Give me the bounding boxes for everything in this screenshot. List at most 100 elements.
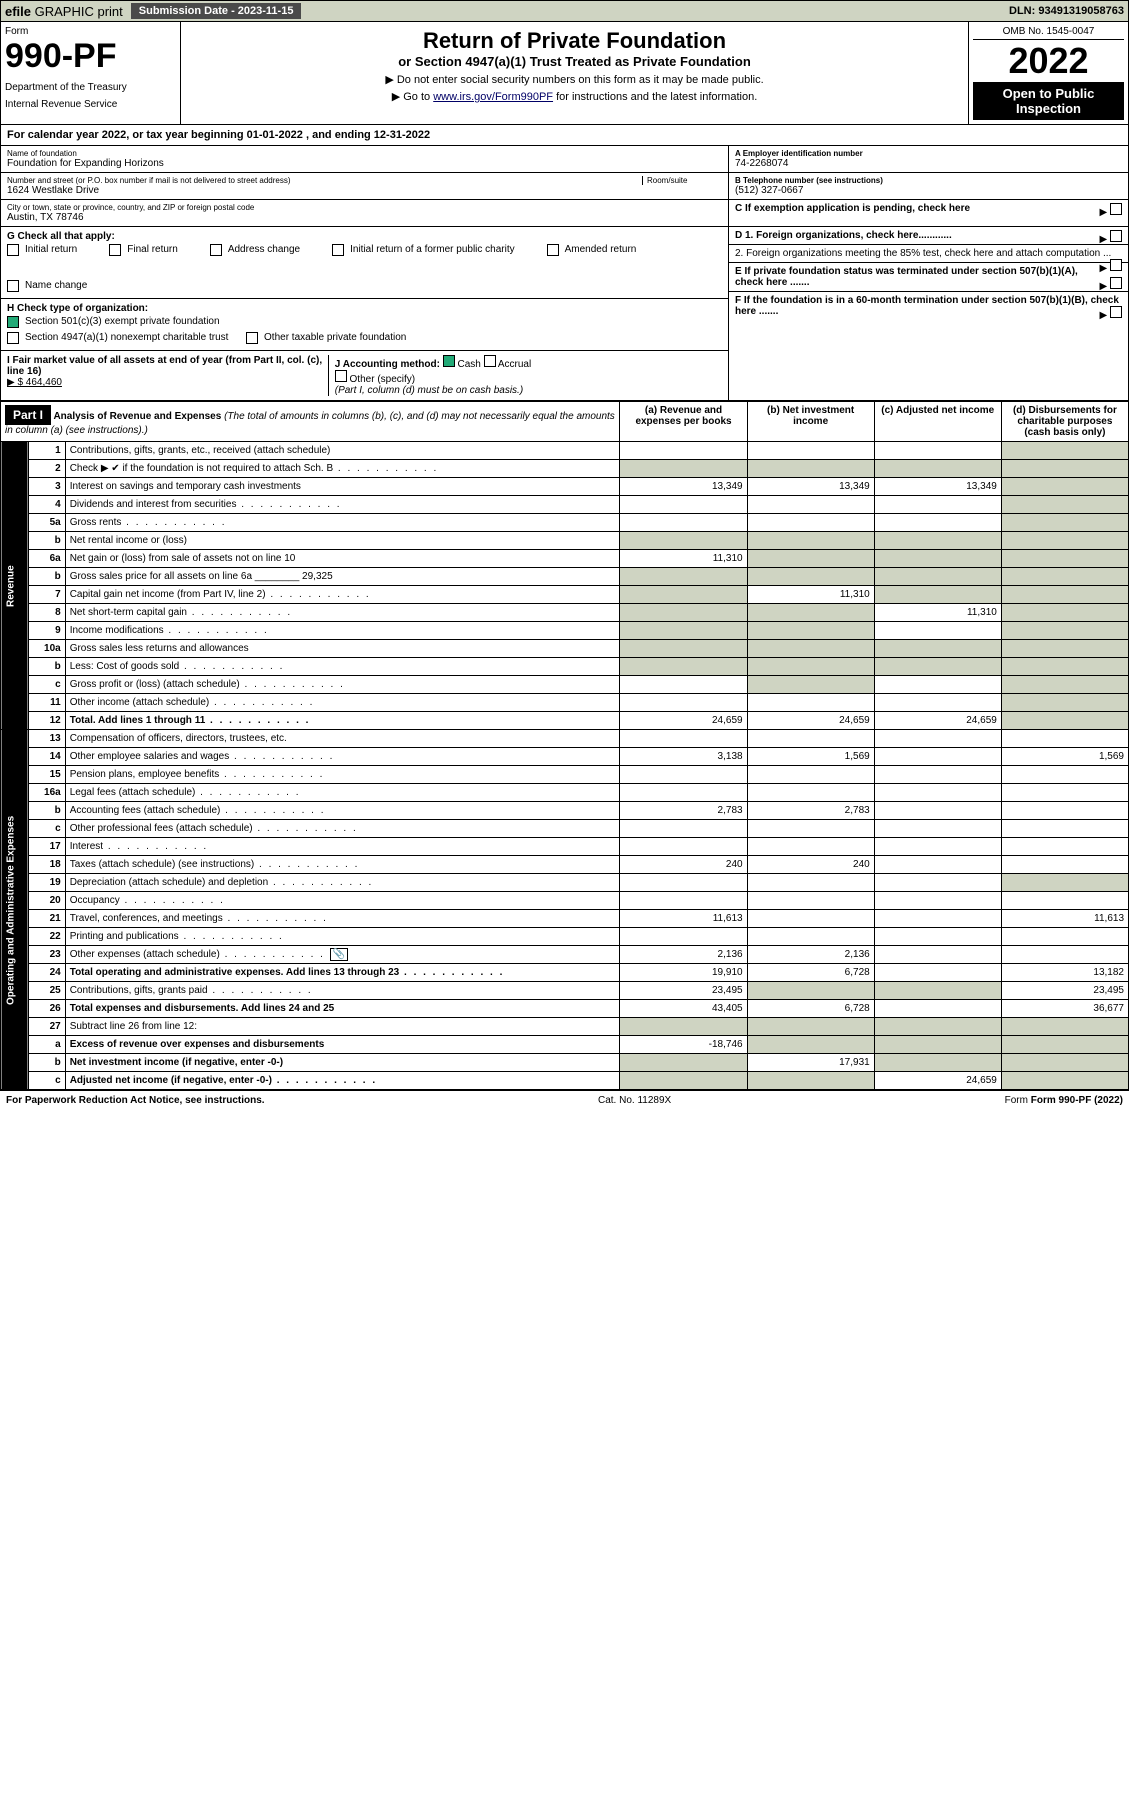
checkbox-e[interactable] bbox=[1110, 277, 1122, 289]
table-row: 8Net short-term capital gain11,310 bbox=[1, 604, 1129, 622]
revenue-side-label: Revenue bbox=[1, 442, 29, 730]
fmv-value: ▶ $ 464,460 bbox=[7, 377, 324, 388]
table-row: 17Interest bbox=[1, 838, 1129, 856]
checkbox-g[interactable] bbox=[210, 244, 222, 256]
line-number: 21 bbox=[28, 910, 65, 928]
amount-cell bbox=[747, 892, 874, 910]
amount-cell bbox=[1001, 766, 1128, 784]
g-h-left: G Check all that apply: Initial returnFi… bbox=[1, 227, 728, 400]
amount-cell bbox=[1001, 712, 1128, 730]
table-row: 22Printing and publications bbox=[1, 928, 1129, 946]
col-b-hdr: (b) Net investment income bbox=[747, 402, 874, 442]
line-desc: Legal fees (attach schedule) bbox=[65, 784, 620, 802]
amount-cell bbox=[874, 730, 1001, 748]
amount-cell bbox=[1001, 604, 1128, 622]
line-number: c bbox=[28, 820, 65, 838]
checkbox-accrual[interactable] bbox=[484, 355, 496, 367]
checkbox-g[interactable] bbox=[332, 244, 344, 256]
amount-cell bbox=[747, 982, 874, 1000]
line-number: 7 bbox=[28, 586, 65, 604]
table-row: 27Subtract line 26 from line 12: bbox=[1, 1018, 1129, 1036]
amount-cell bbox=[874, 892, 1001, 910]
e-cell: E If private foundation status was termi… bbox=[729, 263, 1128, 292]
h-section: H Check type of organization: Section 50… bbox=[1, 299, 728, 351]
line-number: 6a bbox=[28, 550, 65, 568]
table-row: 24Total operating and administrative exp… bbox=[1, 964, 1129, 982]
line-desc: Check ▶ ✔ if the foundation is not requi… bbox=[65, 460, 620, 478]
checkbox-cash[interactable] bbox=[443, 355, 455, 367]
amount-cell bbox=[874, 442, 1001, 460]
amount-cell bbox=[620, 820, 747, 838]
amount-cell bbox=[874, 640, 1001, 658]
line-number: 8 bbox=[28, 604, 65, 622]
amount-cell bbox=[620, 892, 747, 910]
amount-cell bbox=[1001, 802, 1128, 820]
amount-cell bbox=[747, 568, 874, 586]
checkbox-c[interactable] bbox=[1110, 203, 1122, 215]
table-row: aExcess of revenue over expenses and dis… bbox=[1, 1036, 1129, 1054]
line-desc: Income modifications bbox=[65, 622, 620, 640]
amount-cell: 24,659 bbox=[747, 712, 874, 730]
amount-cell: 24,659 bbox=[874, 712, 1001, 730]
footer-right: Form Form 990-PF (2022) bbox=[1005, 1095, 1123, 1106]
amount-cell: 1,569 bbox=[747, 748, 874, 766]
amount-cell: 11,310 bbox=[874, 604, 1001, 622]
amount-cell bbox=[1001, 676, 1128, 694]
line-number: 23 bbox=[28, 946, 65, 964]
amount-cell bbox=[1001, 658, 1128, 676]
amount-cell bbox=[620, 874, 747, 892]
form990pf-link[interactable]: www.irs.gov/Form990PF bbox=[433, 91, 553, 103]
checkbox-d1[interactable] bbox=[1110, 230, 1122, 242]
checkbox-other-taxable[interactable] bbox=[246, 332, 258, 344]
checkbox-4947[interactable] bbox=[7, 332, 19, 344]
amount-cell bbox=[747, 784, 874, 802]
checkbox-other-method[interactable] bbox=[335, 370, 347, 382]
amount-cell bbox=[620, 694, 747, 712]
line-desc: Other employee salaries and wages bbox=[65, 748, 620, 766]
checkbox-f[interactable] bbox=[1110, 306, 1122, 318]
table-row: 6aNet gain or (loss) from sale of assets… bbox=[1, 550, 1129, 568]
amount-cell bbox=[1001, 1054, 1128, 1072]
amount-cell bbox=[1001, 622, 1128, 640]
header-mid: Return of Private Foundation or Section … bbox=[181, 22, 968, 124]
checkbox-g[interactable] bbox=[7, 280, 19, 292]
checkbox-g[interactable] bbox=[7, 244, 19, 256]
amount-cell: 11,613 bbox=[620, 910, 747, 928]
amount-cell bbox=[747, 676, 874, 694]
table-row: bAccounting fees (attach schedule)2,7832… bbox=[1, 802, 1129, 820]
checkbox-g[interactable] bbox=[109, 244, 121, 256]
table-row: cGross profit or (loss) (attach schedule… bbox=[1, 676, 1129, 694]
amount-cell bbox=[874, 1054, 1001, 1072]
amount-cell bbox=[747, 1018, 874, 1036]
amount-cell bbox=[747, 532, 874, 550]
amount-cell bbox=[620, 784, 747, 802]
checkbox-501c3[interactable] bbox=[7, 316, 19, 328]
line-number: 19 bbox=[28, 874, 65, 892]
amount-cell: 6,728 bbox=[747, 964, 874, 982]
amount-cell bbox=[1001, 784, 1128, 802]
amount-cell: 23,495 bbox=[620, 982, 747, 1000]
amount-cell bbox=[1001, 856, 1128, 874]
line-number: 25 bbox=[28, 982, 65, 1000]
table-row: bLess: Cost of goods sold bbox=[1, 658, 1129, 676]
city-cell: City or town, state or province, country… bbox=[1, 200, 728, 226]
checkbox-g[interactable] bbox=[547, 244, 559, 256]
amount-cell: 1,569 bbox=[1001, 748, 1128, 766]
dln: DLN: 93491319058763 bbox=[1009, 5, 1124, 17]
line-desc: Gross sales less returns and allowances bbox=[65, 640, 620, 658]
line-desc: Interest on savings and temporary cash i… bbox=[65, 478, 620, 496]
line-desc: Printing and publications bbox=[65, 928, 620, 946]
amount-cell bbox=[874, 964, 1001, 982]
amount-cell bbox=[1001, 820, 1128, 838]
ein-cell: A Employer identification number 74-2268… bbox=[729, 146, 1128, 173]
checkbox-d2[interactable] bbox=[1110, 259, 1122, 271]
table-row: bGross sales price for all assets on lin… bbox=[1, 568, 1129, 586]
amount-cell bbox=[874, 820, 1001, 838]
line-desc: Interest bbox=[65, 838, 620, 856]
amount-cell bbox=[1001, 460, 1128, 478]
amount-cell bbox=[1001, 1072, 1128, 1090]
line-desc: Depreciation (attach schedule) and deple… bbox=[65, 874, 620, 892]
attachment-icon[interactable]: 📎 bbox=[330, 948, 348, 961]
amount-cell bbox=[620, 496, 747, 514]
line-number: 13 bbox=[28, 730, 65, 748]
